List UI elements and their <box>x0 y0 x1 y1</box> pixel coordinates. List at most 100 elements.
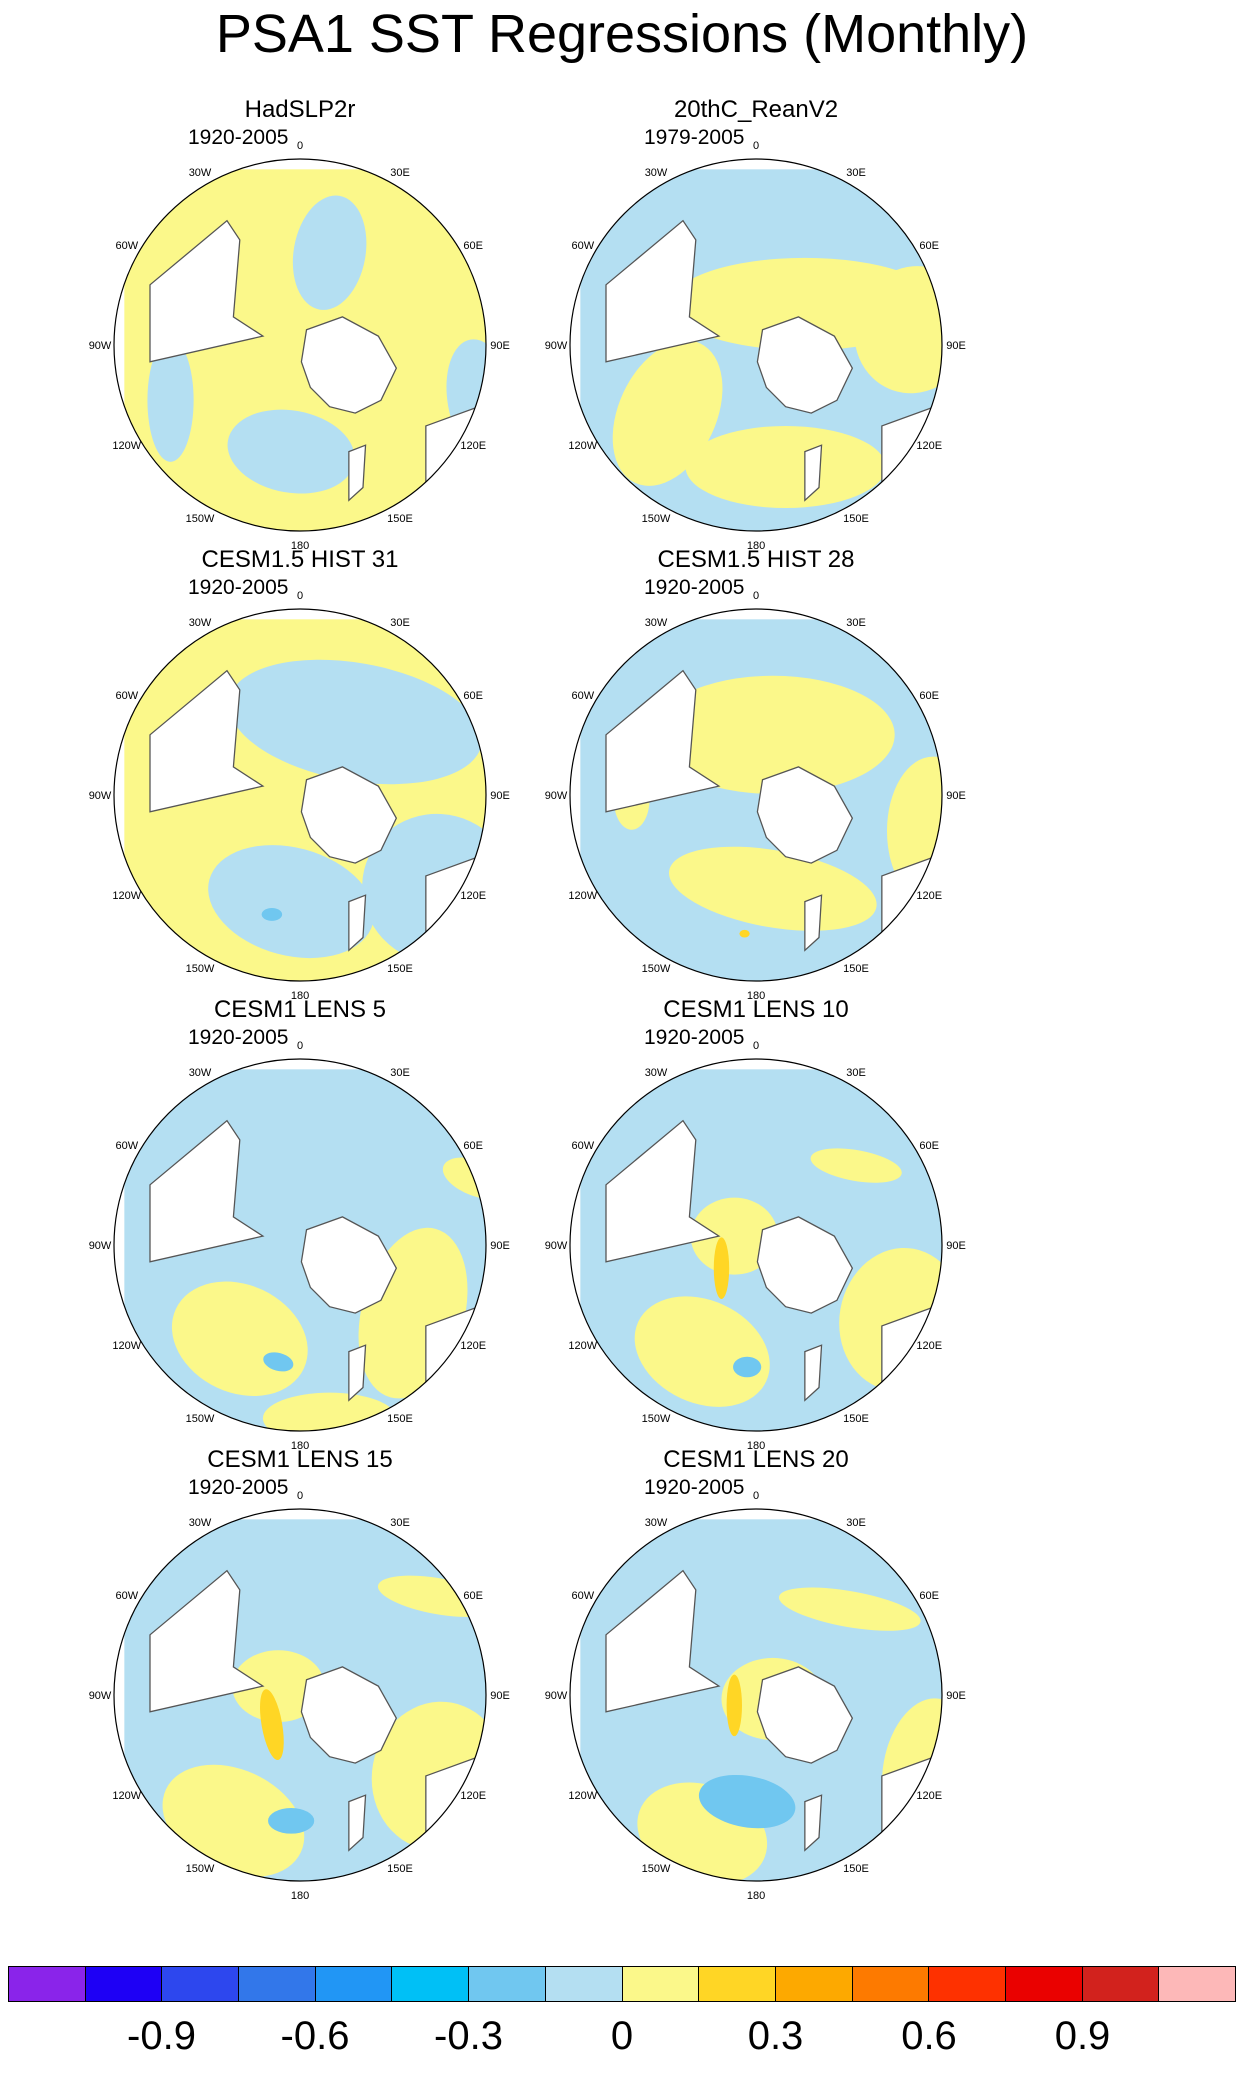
longitude-label: 90E <box>490 1240 510 1252</box>
colorbar-swatch <box>391 1966 469 2002</box>
sst-anomaly-region <box>263 1352 294 1372</box>
longitude-label: 180 <box>747 990 765 1002</box>
sst-anomaly-region <box>690 1197 778 1275</box>
new-zealand-landmass <box>348 444 367 502</box>
sst-anomaly-region <box>698 1774 796 1829</box>
longitude-label: 90W <box>89 340 112 352</box>
map-panel: CESM1.5 HIST 28 1920-2005 0 30E 60E 90E 120E 15… <box>526 545 986 1015</box>
map-panel: CESM1.5 HIST 31 1920-2005 0 30E 60E 90E 120E 15… <box>70 545 530 1015</box>
south-america-landmass <box>605 669 721 813</box>
longitude-label: 60E <box>919 1140 939 1152</box>
longitude-label: 30W <box>189 1067 212 1079</box>
sst-anomaly-region <box>650 675 895 794</box>
longitude-label: 90W <box>545 1240 568 1252</box>
longitude-label: 120E <box>916 1790 942 1802</box>
longitude-label: 120W <box>112 1340 141 1352</box>
sst-anomaly-region <box>854 266 942 394</box>
map-panel: CESM1 LENS 5 1920-2005 0 30E 60E 90E 120E 150E 1… <box>70 995 530 1465</box>
sst-anomaly-region <box>612 340 723 486</box>
colorbar-tick-label: 0.3 <box>747 2014 804 2058</box>
colorbar-tick-label: 0 <box>610 2014 634 2058</box>
longitude-label: 120W <box>568 890 597 902</box>
period-label: 1920-2005 <box>644 576 745 599</box>
colorbar-swatch <box>1004 1966 1082 2002</box>
longitude-label: 60W <box>571 240 594 252</box>
polar-map: 0 30E 60E 90E 120E 150E 180 150W 120W 90W 60W 30W <box>89 1490 510 1902</box>
period-label: 1920-2005 <box>644 1476 745 1499</box>
colorbar-swatch <box>8 1966 85 2002</box>
longitude-label: 60E <box>463 690 483 702</box>
longitude-label: 150W <box>642 513 671 525</box>
colorbar-swatch <box>698 1966 775 2002</box>
antarctica-landmass <box>756 766 854 864</box>
longitude-label: 60W <box>115 1590 138 1602</box>
australia-landmass <box>881 1749 942 1881</box>
longitude-label: 60W <box>115 240 138 252</box>
longitude-label: 150W <box>186 513 215 525</box>
longitude-label: 90W <box>545 340 568 352</box>
longitude-label: 150W <box>642 1413 671 1425</box>
longitude-label: 180 <box>747 540 765 552</box>
australia-landmass <box>881 849 942 981</box>
colorbar-swatch <box>621 1966 699 2002</box>
period-label: 1920-2005 <box>188 576 289 599</box>
south-america-landmass <box>149 1119 265 1263</box>
new-zealand-landmass <box>804 894 823 952</box>
longitude-label: 30E <box>846 617 866 629</box>
longitude-label: 120E <box>916 440 942 452</box>
antarctica-landmass <box>756 316 854 414</box>
longitude-label: 120W <box>112 1790 141 1802</box>
longitude-label: 150W <box>186 963 215 975</box>
new-zealand-landmass <box>804 1344 823 1402</box>
sst-anomaly-region <box>713 1237 730 1299</box>
colorbar-labels: -0.9 -0.6 -0.3 0 0.3 0.6 0.9 <box>8 2012 1236 2062</box>
longitude-label: 60E <box>463 1590 483 1602</box>
colorbar-swatch <box>774 1966 852 2002</box>
longitude-label: 150W <box>186 1863 215 1875</box>
longitude-label: 120E <box>460 1790 486 1802</box>
longitude-label: 30W <box>645 1517 668 1529</box>
longitude-label: 60W <box>115 1140 138 1152</box>
map-panel: 20thC_ReanV2 1979-2005 0 30E 60E 90E 120E 150E 1… <box>526 95 986 565</box>
longitude-label: 150E <box>387 1863 413 1875</box>
sst-anomaly-region <box>739 929 750 938</box>
colorbar-swatch <box>1158 1966 1236 2002</box>
colorbar-swatch <box>314 1966 392 2002</box>
period-label: 1920-2005 <box>188 126 289 149</box>
polar-map: 0 30E 60E 90E 120E 150E 180 150W 120W 90W 60W 30W <box>545 1490 966 1902</box>
longitude-label: 30E <box>390 1067 410 1079</box>
longitude-label: 120W <box>568 440 597 452</box>
new-zealand-landmass <box>348 1794 367 1852</box>
panel-title: CESM1.5 HIST 31 <box>201 546 399 573</box>
longitude-label: 0 <box>297 140 303 152</box>
longitude-label: 90E <box>490 790 510 802</box>
colorbar-swatch <box>928 1966 1005 2002</box>
longitude-label: 60W <box>571 690 594 702</box>
longitude-label: 150E <box>843 963 869 975</box>
map-panel: HadSLP2r 1920-2005 0 30E 60E 90E 120E 150E 180 15… <box>70 95 530 565</box>
sst-anomaly-region <box>810 1148 902 1183</box>
longitude-label: 60W <box>571 1590 594 1602</box>
longitude-label: 90E <box>946 340 966 352</box>
longitude-label: 0 <box>753 590 759 602</box>
page-title: PSA1 SST Regressions (Monthly) <box>215 4 1029 64</box>
sst-anomaly-region <box>668 846 877 931</box>
longitude-label: 60E <box>919 1590 939 1602</box>
map-panel: CESM1 LENS 20 1920-2005 0 30E 60E 90E 120E 150E… <box>526 1445 986 1915</box>
longitude-label: 150E <box>843 1863 869 1875</box>
map-panel: CESM1 LENS 15 1920-2005 0 30E 60E 90E 120E 150E… <box>70 1445 530 1915</box>
polar-map: 0 30E 60E 90E 120E 150E 180 150W 120W 90W 60W 30W <box>545 140 966 552</box>
longitude-label: 90W <box>89 1240 112 1252</box>
new-zealand-landmass <box>804 1794 823 1852</box>
south-america-landmass <box>149 669 265 813</box>
longitude-label: 0 <box>297 1040 303 1052</box>
longitude-label: 60W <box>571 1140 594 1152</box>
panel-title: HadSLP2r <box>244 96 356 123</box>
longitude-label: 30W <box>645 617 668 629</box>
sst-anomaly-region <box>268 1808 315 1834</box>
sst-anomaly-region <box>260 1689 284 1761</box>
polar-map: 0 30E 60E 90E 120E 150E 180 150W 120W 90W 60W 30W <box>89 1040 510 1452</box>
colorbar-tick-label: 0.6 <box>901 2014 957 2058</box>
period-label: 1920-2005 <box>644 1026 745 1049</box>
longitude-label: 30E <box>846 167 866 179</box>
